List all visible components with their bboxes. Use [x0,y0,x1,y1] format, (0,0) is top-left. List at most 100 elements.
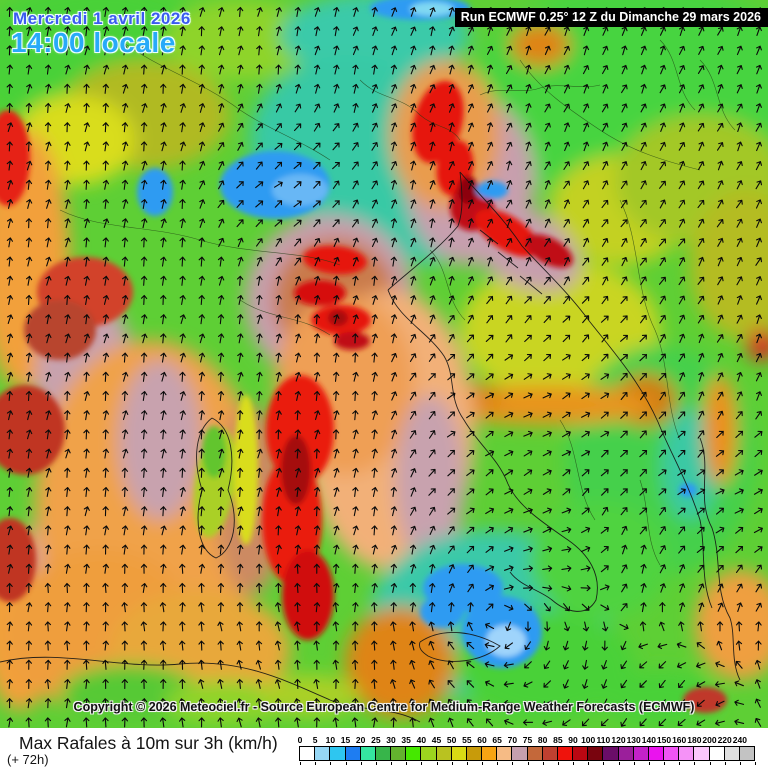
scale-tick [557,762,559,765]
scale-label: 100 [581,735,596,745]
scale-tick [497,762,499,765]
scale-cell [497,747,513,760]
scale-label: 70 [507,735,518,745]
map-canvas: Mercredi 1 avril 2026 14:00 locale Run E… [0,0,768,728]
scale-cell [542,747,558,760]
scale-cell [300,747,316,760]
scale-label: 5 [312,735,318,745]
scale-cell [573,747,589,760]
scale-cell [406,747,422,760]
scale-label: 65 [492,735,502,745]
scale-label: 160 [672,735,687,745]
scale-tick [300,762,301,765]
forecast-time-label: 14:00 locale [11,27,176,58]
scale-tick [648,762,650,765]
scale-label: 180 [687,735,702,745]
scale-cell [664,747,680,760]
scale-tick [512,762,514,765]
lead-time-label: (+ 72h) [7,752,49,767]
scale-cell [679,747,695,760]
scale-label: 80 [537,735,548,745]
scale-tick [360,762,362,765]
scale-label: 40 [416,735,427,745]
scale-tick [391,762,392,765]
model-run-badge: Run ECMWF 0.25° 12 Z du Dimanche 29 mars… [454,8,768,27]
legend-bar: Max Rafales à 10m sur 3h (km/h) (+ 72h) … [0,728,768,768]
scale-label: 45 [431,735,442,745]
scale-label: 85 [553,735,563,745]
scale-tick [603,762,605,765]
scale-label: 25 [371,735,381,745]
scale-cell [618,747,634,760]
scale-cell [557,747,574,760]
scale-cell [375,747,392,760]
scale-cell [466,747,483,760]
scale-tick [679,762,681,765]
scale-label: 150 [656,735,672,745]
wind-speed-scale [299,746,755,761]
scale-label: 130 [626,735,641,745]
scale-tick [724,762,726,765]
scale-cell [709,747,725,760]
scale-label: 20 [355,735,366,745]
scale-cell [360,747,376,760]
scale-cell [330,747,346,760]
scale-cell [739,747,755,760]
scale-tick [436,762,438,765]
scale-tick [466,762,468,765]
copyright-label: Copyright © 2026 Meteociel.fr - Source E… [73,700,695,714]
scale-cell [603,747,619,760]
scale-label: 120 [611,735,626,745]
scale-label: 55 [462,735,472,745]
scale-cell [391,747,407,760]
scale-tick [618,762,620,765]
legend-title: Max Rafales à 10m sur 3h (km/h) [19,733,278,753]
scale-label: 75 [522,735,533,745]
scale-tick [588,762,590,765]
scale-tick [664,762,665,765]
scale-tick [573,762,574,765]
scale-cell [724,747,740,760]
scale-label: 35 [401,735,411,745]
scale-label: 90 [568,735,578,745]
scale-tick [739,762,741,765]
scale-cell [315,747,331,760]
scale-cell [527,747,543,760]
scale-tick [421,762,423,765]
scale-tick [345,762,347,765]
scale-cell [482,747,498,760]
scale-tick [315,762,317,765]
scale-tick [482,762,483,765]
scale-label: 10 [325,735,336,745]
scale-label: 0 [297,735,303,745]
scale-tick [375,762,377,765]
scale-tick [755,762,756,765]
wind-gust-map [0,0,768,728]
scale-cell [345,747,361,760]
scale-tick [694,762,696,765]
scale-tick [542,762,544,765]
scale-cell [421,747,437,760]
scale-label: 50 [446,735,457,745]
scale-tick [633,762,635,765]
scale-cell [436,747,452,760]
scale-cell [588,747,604,760]
scale-label: 220 [717,735,732,745]
scale-tick [527,762,529,765]
scale-cell [451,747,467,760]
scale-label: 240 [732,735,747,745]
scale-label: 15 [340,735,351,745]
scale-label: 140 [641,735,656,745]
scale-tick [451,762,453,765]
scale-cell [633,747,649,760]
scale-tick [709,762,711,765]
scale-label: 30 [386,735,396,745]
scale-cell [694,747,710,760]
scale-cell [648,747,665,760]
forecast-date-label: Mercredi 1 avril 2026 [13,9,191,28]
scale-tick [330,762,332,765]
scale-label: 60 [477,735,487,745]
scale-cell [512,747,528,760]
scale-label: 200 [702,735,717,745]
